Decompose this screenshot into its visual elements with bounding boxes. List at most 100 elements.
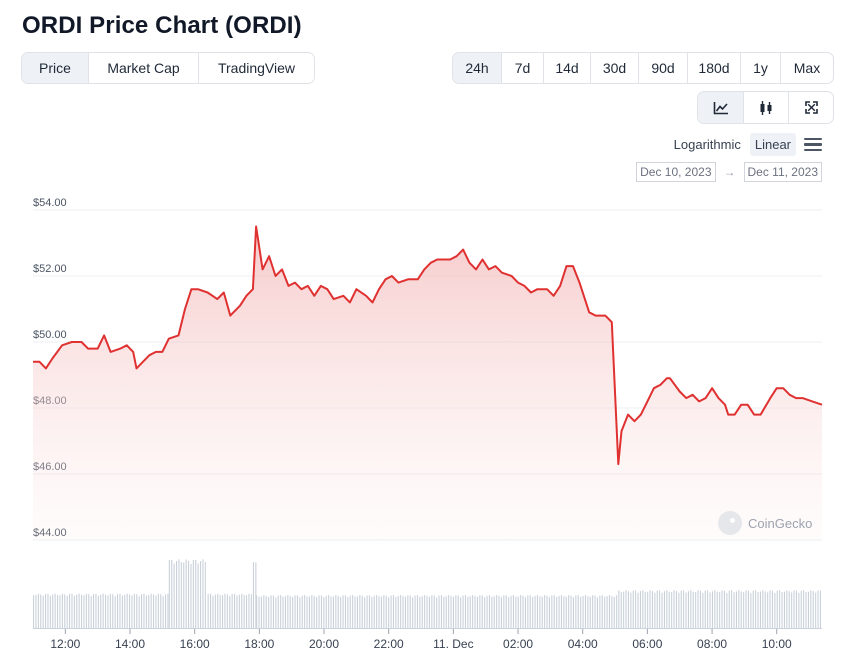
volume-bar <box>328 595 330 628</box>
volume-bar <box>522 595 524 628</box>
date-to-input[interactable]: Dec 11, 2023 <box>743 162 822 182</box>
volume-bar <box>759 591 761 628</box>
volume-bar <box>141 594 143 628</box>
date-from-input[interactable]: Dec 10, 2023 <box>636 162 716 182</box>
volume-bar <box>155 595 157 628</box>
volume-bar <box>474 595 476 628</box>
volume-bar <box>661 592 663 628</box>
x-axis: 12:00 14:00 16:00 18:00 20:00 22:00 11. Dec 02:… <box>33 628 822 651</box>
volume-bar <box>627 591 629 628</box>
volume-bar <box>212 595 214 628</box>
volume-bar <box>757 592 759 628</box>
volume-bar <box>318 595 320 628</box>
volume-bar <box>702 592 704 628</box>
volume-bar <box>568 595 570 628</box>
x-tick-label: 06:00 <box>632 637 662 651</box>
tab-price[interactable]: Price <box>22 53 89 83</box>
logarithmic-option[interactable]: Logarithmic <box>673 137 741 152</box>
volume-bar <box>168 559 170 628</box>
volume-bar <box>236 595 238 628</box>
range-7d-button[interactable]: 7d <box>502 53 544 83</box>
volume-bar <box>745 590 747 628</box>
range-90d-button[interactable]: 90d <box>639 53 688 83</box>
volume-bar <box>620 592 622 628</box>
volume-bar <box>392 595 394 628</box>
volume-bar <box>450 596 452 628</box>
volume-bar <box>234 593 236 628</box>
volume-bar <box>414 595 416 628</box>
candlestick-button[interactable] <box>744 92 789 123</box>
range-1y-button[interactable]: 1y <box>741 53 781 83</box>
volume-bar <box>493 596 495 628</box>
volume-bar <box>119 593 121 628</box>
volume-bar <box>764 591 766 628</box>
x-tick-label: 02:00 <box>503 637 533 651</box>
volume-bar <box>687 591 689 628</box>
hamburger-menu-icon[interactable] <box>804 137 822 152</box>
volume-bar <box>380 596 382 628</box>
volume-bar <box>378 596 380 628</box>
volume-bar <box>505 595 507 628</box>
volume-bar <box>527 595 529 628</box>
range-180d-button[interactable]: 180d <box>688 53 741 83</box>
volume-bar <box>726 593 728 628</box>
volume-bar <box>409 595 411 628</box>
volume-bar <box>616 595 618 628</box>
volume-bar <box>373 595 375 628</box>
volume-bar <box>781 592 783 628</box>
volume-bar <box>277 595 279 628</box>
volume-bar <box>479 595 481 628</box>
volume-bar <box>185 559 187 628</box>
volume-bar <box>532 597 534 628</box>
volume-bar <box>388 597 390 628</box>
volume-bar <box>625 590 627 628</box>
volume-bar <box>491 596 493 628</box>
volume-bar <box>452 596 454 628</box>
volume-bar <box>275 597 277 628</box>
line-chart-button[interactable] <box>698 92 744 123</box>
linear-option[interactable]: Linear <box>749 133 796 156</box>
tab-tradingview[interactable]: TradingView <box>217 60 296 76</box>
y-tick-label: $52.00 <box>33 263 67 275</box>
volume-bar <box>57 595 59 628</box>
volume-bar <box>416 595 418 628</box>
volume-bar <box>361 595 363 628</box>
range-24h-button[interactable]: 24h <box>453 53 502 83</box>
volume-bar <box>268 596 270 628</box>
volume-bar <box>192 560 194 628</box>
volume-bar <box>798 592 800 628</box>
volume-bar <box>93 594 95 628</box>
volume-bar <box>769 590 771 628</box>
volume-bar <box>308 596 310 628</box>
tab-market-cap[interactable]: Market Cap <box>89 53 199 83</box>
volume-bar <box>589 596 591 628</box>
volume-bar <box>359 595 361 628</box>
volume-bar <box>733 592 735 628</box>
volume-bar <box>697 590 699 628</box>
volume-bar <box>685 592 687 628</box>
range-max-button[interactable]: Max <box>793 60 821 76</box>
volume-bar <box>594 595 596 628</box>
volume-bar <box>153 594 155 628</box>
fullscreen-button[interactable] <box>789 92 833 123</box>
volume-bar <box>188 560 190 628</box>
volume-bar <box>445 596 447 628</box>
range-30d-button[interactable]: 30d <box>591 53 639 83</box>
volume-bar <box>428 596 430 628</box>
volume-bar <box>767 592 769 628</box>
range-tabs: 24h 7d 14d 30d 90d 180d 1y Max <box>452 52 834 84</box>
volume-bar <box>731 590 733 628</box>
volume-bar <box>143 593 145 628</box>
volume-bar <box>226 594 228 628</box>
volume-bar <box>613 596 615 628</box>
volume-bar <box>536 595 538 628</box>
volume-bar <box>133 593 135 628</box>
volume-bar <box>102 593 104 628</box>
volume-bar <box>231 594 233 628</box>
volume-bar <box>462 595 464 628</box>
volume-bar <box>472 595 474 628</box>
volume-bar <box>683 590 685 628</box>
volume-bar <box>534 595 536 628</box>
range-14d-button[interactable]: 14d <box>544 53 591 83</box>
volume-bar <box>680 590 682 628</box>
